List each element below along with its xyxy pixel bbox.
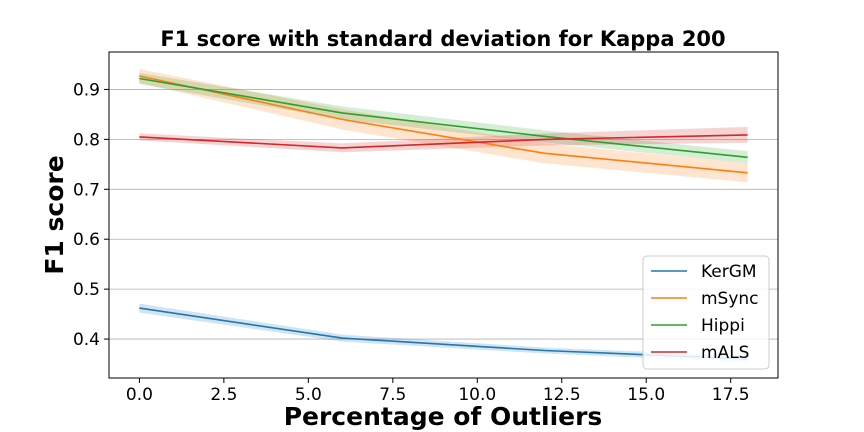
legend-box [642, 255, 770, 370]
x-tick-label: 2.5 [210, 385, 237, 405]
x-axis-label: Percentage of Outliers [284, 402, 603, 431]
y-tick-label: 0.8 [73, 130, 100, 150]
y-tick-label: 0.6 [73, 230, 100, 250]
plot-frame [108, 51, 779, 379]
y-tick-label: 0.5 [73, 280, 100, 300]
y-tick-label: 0.7 [73, 180, 100, 200]
x-tick-label: 10.0 [458, 385, 496, 405]
std-band-hippi [139, 73, 748, 164]
y-axis-label: F1 score [40, 155, 69, 274]
x-tick-label: 5.0 [295, 385, 322, 405]
y-tick-label: 0.4 [73, 330, 100, 350]
series-line-mals [139, 134, 748, 149]
x-tick-label: 15.0 [627, 385, 665, 405]
y-tick-label: 0.9 [73, 80, 100, 100]
x-tick-label: 7.5 [379, 385, 406, 405]
series-line-msync [139, 75, 748, 174]
ticks: 0.4 0.5 0.6 0.7 0.8 0.9 0.0 2.5 5.0 7.5 10.0 12.5 15… [73, 80, 750, 405]
legend-label: mSync [701, 289, 759, 309]
legend: KerGM mSync Hippi mALS [642, 255, 770, 370]
legend-label: mALS [701, 343, 749, 363]
std-band-msync [139, 69, 748, 183]
x-tick-label: 12.5 [543, 385, 581, 405]
legend-label: Hippi [701, 316, 745, 336]
chart-title: F1 score with standard deviation for Kap… [160, 27, 725, 51]
series-line-hippi [139, 77, 748, 159]
x-tick-label: 17.5 [712, 385, 750, 405]
x-tick-label: 0.0 [126, 385, 153, 405]
legend-label: KerGM [701, 262, 757, 282]
